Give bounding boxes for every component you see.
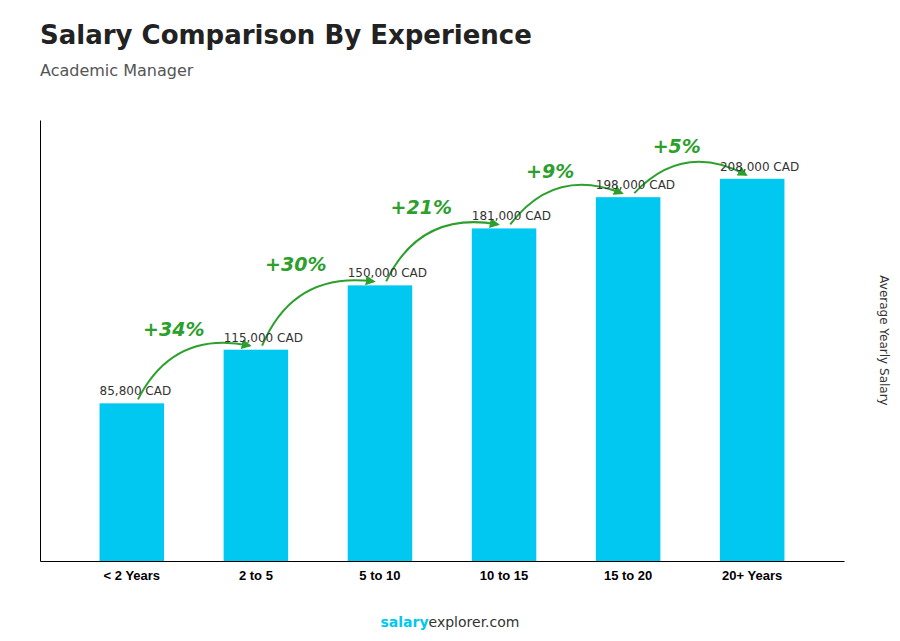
value-label: 208,000 CAD — [720, 160, 799, 174]
bar — [472, 228, 537, 561]
value-label: 198,000 CAD — [596, 178, 675, 192]
y-axis-title: Average Yearly Salary — [877, 275, 891, 405]
x-tick-label: 2 to 5 — [239, 568, 273, 583]
y-axis — [40, 121, 41, 562]
x-tick-label: 15 to 20 — [604, 568, 652, 583]
x-tick-label: 5 to 10 — [359, 568, 400, 583]
bar — [348, 285, 413, 561]
annotations: +34% +30% +21% +9% +5% — [143, 135, 701, 340]
growth-label: +9% — [526, 160, 574, 182]
growth-label: +30% — [265, 253, 326, 275]
x-axis-line — [41, 561, 845, 562]
title: Salary Comparison By Experience — [40, 20, 532, 50]
value-labels: 85,800 CAD 115,000 CAD 150,000 CAD 181,000 … — [100, 160, 800, 399]
x-tick-label: 20+ Years — [722, 568, 782, 583]
value-label: 181,000 CAD — [472, 209, 551, 223]
footer-part: explorer.com — [429, 614, 520, 630]
value-label: 85,800 CAD — [100, 384, 172, 398]
x-tick: 2 to 5 — [239, 568, 273, 583]
x-tick: 10 to 15 — [480, 568, 528, 583]
y-axis-line — [40, 121, 41, 562]
x-tick-label: < 2 Years — [104, 568, 161, 583]
arrows — [138, 162, 746, 400]
bar — [224, 350, 289, 561]
x-tick-label: 10 to 15 — [480, 568, 528, 583]
footer-part: salary — [381, 614, 429, 630]
plot: < 2 Years 2 to 5 5 to 10 10 to 15 15 to 20 20… — [41, 121, 845, 584]
bar — [100, 403, 165, 561]
bar — [720, 179, 785, 561]
value-label: 150,000 CAD — [348, 266, 427, 280]
value-label: 115,000 CAD — [224, 331, 303, 345]
growth-label: +5% — [653, 135, 701, 157]
chart: < 2 Years 2 to 5 5 to 10 10 to 15 15 to 20 20… — [0, 0, 900, 641]
bars — [100, 179, 785, 561]
growth-label: +34% — [143, 318, 204, 340]
subtitle: Academic Manager — [40, 61, 194, 80]
bar — [596, 197, 661, 561]
x-tick: < 2 Years — [104, 568, 161, 583]
x-tick: 5 to 10 — [359, 568, 400, 583]
x-axis: < 2 Years 2 to 5 5 to 10 10 to 15 15 to 20 20… — [41, 562, 845, 584]
x-tick: 20+ Years — [722, 568, 782, 583]
growth-label: +21% — [391, 196, 452, 218]
x-tick: 15 to 20 — [604, 568, 652, 583]
footer: salaryexplorer.com — [381, 614, 520, 630]
